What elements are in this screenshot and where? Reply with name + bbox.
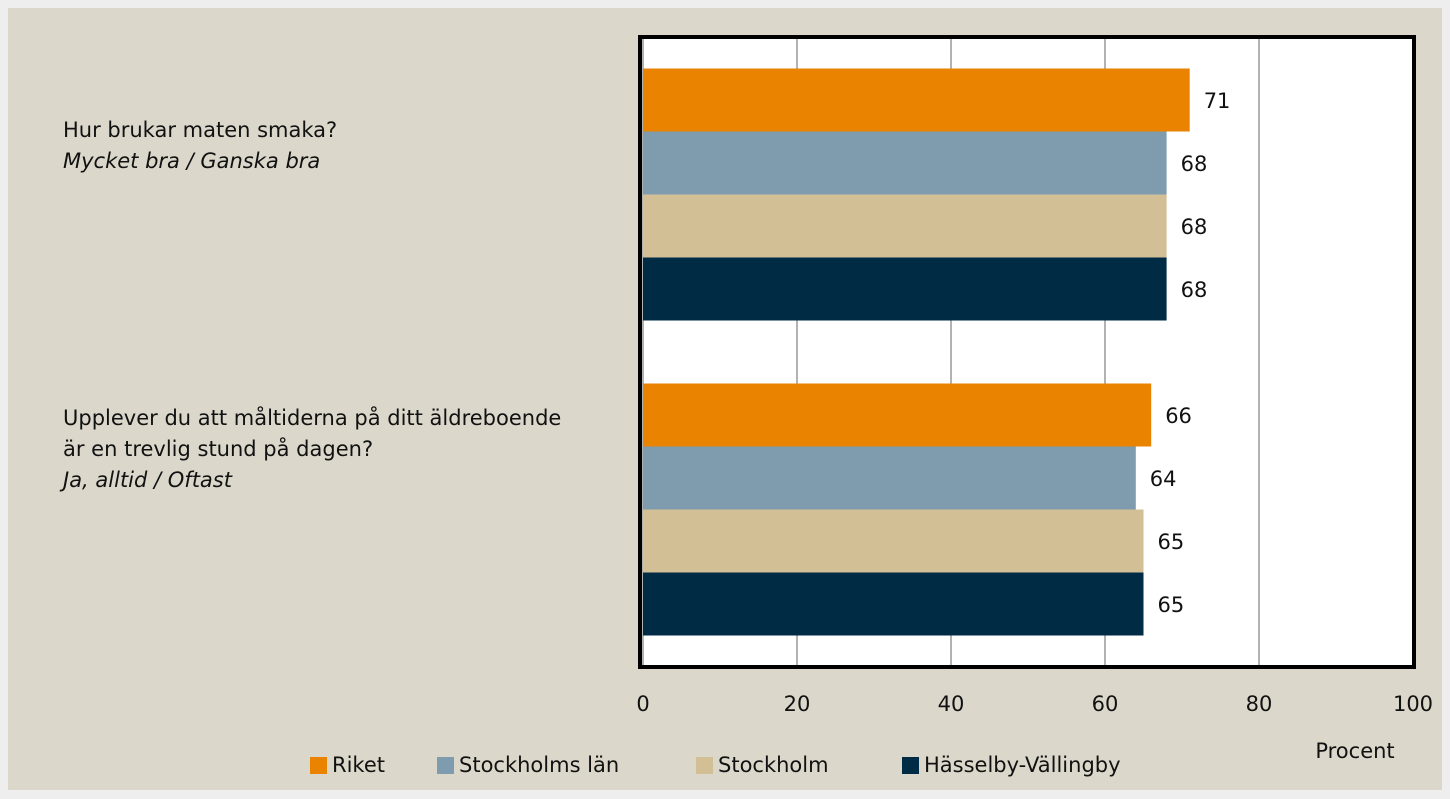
bar xyxy=(643,68,1190,132)
legend-swatch xyxy=(437,757,454,774)
category-text: Upplever du att måltiderna på ditt äldre… xyxy=(63,406,562,461)
value-label: 64 xyxy=(1150,467,1177,491)
value-label: 68 xyxy=(1181,278,1208,302)
bar xyxy=(643,509,1144,573)
bar xyxy=(643,572,1144,636)
x-axis-label: Procent xyxy=(1315,739,1394,763)
bar xyxy=(643,194,1167,258)
legend-label: Hässelby-Vällingby xyxy=(924,753,1121,777)
x-tick-label: 20 xyxy=(784,692,811,716)
value-label: 68 xyxy=(1181,152,1208,176)
legend-label: Stockholm xyxy=(718,753,829,777)
bar xyxy=(643,131,1167,195)
x-tick-label: 40 xyxy=(938,692,965,716)
plot-border xyxy=(638,35,1416,669)
category-note: Mycket bra / Ganska bra xyxy=(63,149,321,173)
value-label: 65 xyxy=(1158,593,1185,617)
category-label: Hur brukar maten smaka? Mycket bra / Gans… xyxy=(63,115,563,177)
x-tick-label: 0 xyxy=(636,692,649,716)
bar xyxy=(643,446,1136,510)
legend-label: Stockholms län xyxy=(459,753,619,777)
value-label: 68 xyxy=(1181,215,1208,239)
legend-swatch xyxy=(310,757,327,774)
bar xyxy=(643,257,1167,321)
legend-label: Riket xyxy=(332,753,385,777)
x-tick-label: 60 xyxy=(1092,692,1119,716)
category-label: Upplever du att måltiderna på ditt äldre… xyxy=(63,403,563,496)
category-note: Ja, alltid / Oftast xyxy=(63,468,232,492)
bar xyxy=(643,383,1152,447)
category-text: Hur brukar maten smaka? xyxy=(63,118,338,142)
value-label: 66 xyxy=(1165,404,1192,428)
x-tick-label: 100 xyxy=(1393,692,1433,716)
legend-swatch xyxy=(902,757,919,774)
legend-swatch xyxy=(696,757,713,774)
value-label: 71 xyxy=(1204,89,1231,113)
value-label: 65 xyxy=(1158,530,1185,554)
x-tick-label: 80 xyxy=(1246,692,1273,716)
